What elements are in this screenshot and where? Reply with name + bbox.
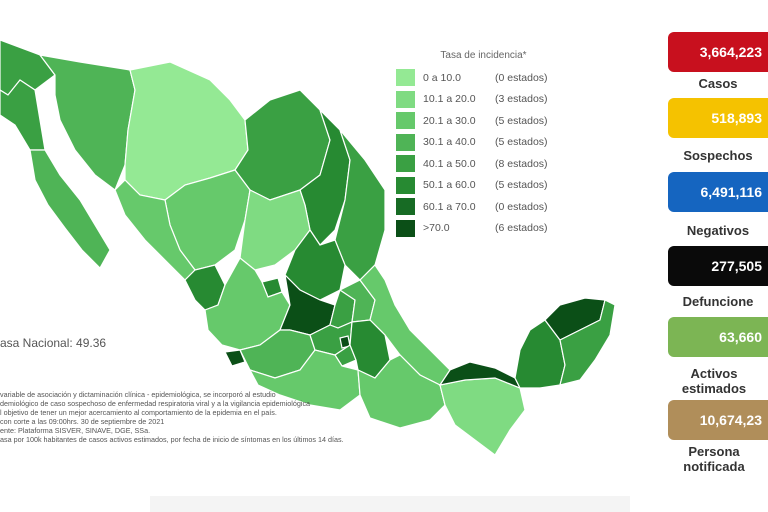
footnote-line: asa por 100k habitantes de casos activos… [0, 435, 344, 444]
legend-row: >70.0 (6 estados) [396, 218, 571, 240]
state-colima [224, 349, 246, 367]
stat-negative-value: 6,491,116 [668, 172, 768, 212]
legend-range: 0 a 10.0 [423, 71, 461, 84]
legend-row: 40.1 a 50.0 (8 estados) [396, 153, 571, 175]
footnote-line: l objetivo de tener un mejor acercamient… [0, 408, 277, 417]
incidence-legend: Tasa de incidencia* 0 a 10.0 (0 estados)… [396, 50, 571, 239]
mexico-incidence-map [0, 39, 616, 456]
legend-count: (5 estados) [495, 114, 548, 127]
legend-swatch [396, 69, 415, 87]
legend-swatch [396, 219, 415, 237]
stats-panel: 3,664,223 Casos 518,893 Sospechos 6,491,… [660, 0, 768, 512]
legend-swatch [396, 90, 415, 108]
stat-active-value: 63,660 [668, 317, 768, 357]
legend-swatch [396, 112, 415, 130]
legend-swatch [396, 133, 415, 151]
legend-count: (0 estados) [495, 71, 548, 84]
legend-swatch [396, 155, 415, 173]
legend-range: 30.1 a 40.0 [423, 136, 476, 149]
legend-range: 50.1 a 60.0 [423, 179, 476, 192]
footnote-line: con corte a las 09:00hrs. 30 de septiemb… [0, 417, 165, 426]
stat-notified-value: 10,674,23 [668, 400, 768, 440]
stat-cases-label: Casos [698, 76, 738, 91]
legend-range: 40.1 a 50.0 [423, 157, 476, 170]
legend-row: 10.1 a 20.0 (3 estados) [396, 89, 571, 111]
state-baja-california-west [0, 79, 46, 151]
legend-title: Tasa de incidencia* [440, 50, 527, 61]
legend-row: 30.1 a 40.0 (5 estados) [396, 132, 571, 154]
footnotes: variable de asociación y dictaminación c… [0, 390, 360, 444]
stat-suspected-value: 518,893 [668, 98, 768, 138]
stat-deaths-value: 277,505 [668, 246, 768, 286]
footnote-line: variable de asociación y dictaminación c… [0, 390, 276, 399]
national-rate: asa Nacional: 49.36 [0, 336, 107, 350]
legend-count: (5 estados) [495, 179, 548, 192]
legend-row: 50.1 a 60.0 (5 estados) [396, 175, 571, 197]
legend-range: 60.1 a 70.0 [423, 200, 476, 213]
legend-count: (3 estados) [495, 93, 548, 106]
legend-swatch [396, 198, 415, 216]
state-sinaloa [114, 179, 196, 281]
state-quintana-roo [559, 299, 616, 386]
legend-range: 10.1 a 20.0 [423, 93, 476, 106]
state-san-luis-potosi [284, 228, 346, 301]
legend-row: 20.1 a 30.0 (5 estados) [396, 110, 571, 132]
legend-count: (0 estados) [495, 200, 548, 213]
state-chiapas [439, 377, 526, 456]
stat-negative-label: Negativos [686, 223, 750, 238]
stat-deaths-label: Defuncione [682, 294, 754, 309]
footnote-line: ente: Plataforma SISVER, SINAVE, DGE, SS… [0, 426, 151, 435]
footnote-line: demiológico de caso sospechoso de enferm… [0, 399, 311, 408]
legend-swatch [396, 176, 415, 194]
bottom-strip [150, 496, 630, 512]
stat-cases-value: 3,664,223 [668, 32, 768, 72]
legend-range: >70.0 [423, 222, 450, 235]
legend-count: (6 estados) [495, 222, 548, 235]
legend-range: 20.1 a 30.0 [423, 114, 476, 127]
state-baja-california-sur [29, 149, 111, 269]
stat-suspected-label: Sospechos [683, 148, 753, 163]
legend-row: 60.1 a 70.0 (0 estados) [396, 196, 571, 218]
legend-row: 0 a 10.0 (0 estados) [396, 67, 571, 89]
stat-notified-label: Persona notificada [683, 444, 745, 474]
stat-active-label: Activos estimados [681, 366, 747, 396]
legend-count: (5 estados) [495, 136, 548, 149]
state-jalisco [204, 257, 291, 351]
legend-count: (8 estados) [495, 157, 548, 170]
